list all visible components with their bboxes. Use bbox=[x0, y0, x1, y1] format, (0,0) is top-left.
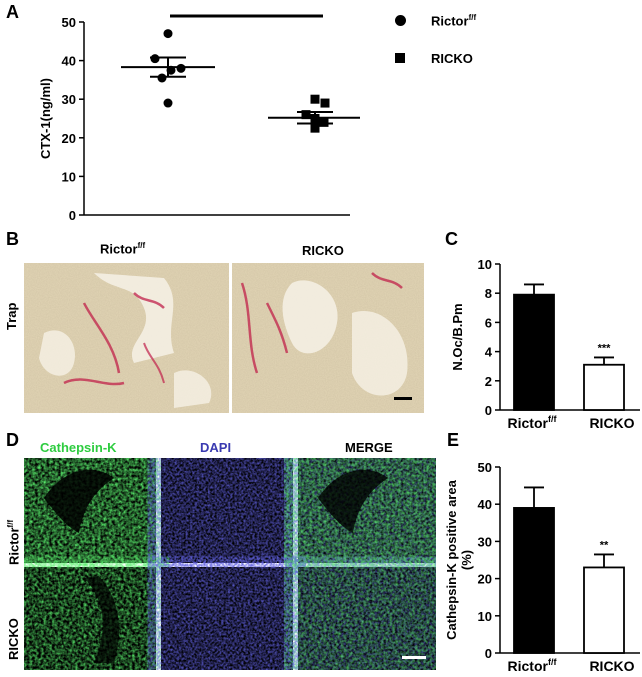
chart-a-y-label: CTX-1(ng/ml) bbox=[38, 78, 53, 159]
chart-c-y-tick-label: 4 bbox=[485, 345, 493, 360]
panel-d-row1-label: Rictorf/f bbox=[6, 519, 22, 565]
legend-label-rictor: Rictorf/f bbox=[431, 13, 477, 29]
chart-a-y-tick-label: 20 bbox=[62, 131, 76, 146]
panel-d-col1-title: Cathepsin-K bbox=[40, 440, 117, 455]
chart-e-y-label: Cathepsin-K positive area bbox=[444, 479, 459, 639]
chart-e-y-tick-label: 40 bbox=[478, 497, 492, 512]
chart-c: 0 2 4 6 8 10 N.Oc/B.Pm Rictorf/f *** RICKO bbox=[450, 257, 640, 431]
cathepsin-ricko-image bbox=[24, 567, 156, 670]
chart-a-y-tick-label: 10 bbox=[62, 169, 76, 184]
legend: Rictorf/f RICKO bbox=[395, 12, 625, 72]
chart-e-x-tick-label: RICKO bbox=[589, 658, 634, 674]
cathepsin-rictor-image bbox=[24, 458, 156, 563]
chart-a-point bbox=[310, 123, 320, 133]
chart-c-x-tick-label: Rictorf/f bbox=[508, 414, 558, 431]
panel-b-col2-title: RICKO bbox=[302, 243, 344, 258]
dapi-rictor-image bbox=[161, 458, 293, 563]
legend-square-icon bbox=[395, 53, 405, 63]
trap-image-rictor bbox=[24, 263, 229, 413]
legend-label-ricko: RICKO bbox=[431, 51, 473, 66]
chart-a-point bbox=[319, 117, 329, 127]
dapi-ricko-image bbox=[161, 567, 293, 670]
chart-c-significance: *** bbox=[598, 342, 612, 354]
trap-image-ricko bbox=[232, 263, 424, 413]
scale-bar bbox=[402, 656, 426, 659]
panel-d-row2-label: RICKO bbox=[6, 618, 21, 660]
merge-ricko-image bbox=[298, 567, 436, 670]
chart-a-point bbox=[176, 63, 186, 73]
panel-b-row-label: Trap bbox=[4, 302, 19, 330]
chart-e: 0 10 20 30 40 50 Cathepsin-K positive area (%) R… bbox=[444, 460, 640, 674]
chart-c-x-tick-label: RICKO bbox=[589, 415, 634, 431]
chart-a-point bbox=[320, 98, 330, 108]
panel-label-b: B bbox=[6, 229, 19, 249]
chart-e-y-label: (%) bbox=[459, 550, 474, 570]
chart-c-y-tick-label: 6 bbox=[485, 315, 492, 330]
chart-c-bar bbox=[583, 363, 625, 411]
chart-a-y-tick-label: 0 bbox=[69, 208, 76, 223]
chart-a-point bbox=[301, 110, 311, 120]
panel-d-col3-title: MERGE bbox=[345, 440, 393, 455]
chart-a-y-tick-label: 50 bbox=[62, 15, 76, 30]
chart-e-significance: ** bbox=[600, 539, 609, 551]
chart-a-significance: *** bbox=[238, 10, 252, 17]
chart-a-point bbox=[157, 73, 167, 83]
chart-e-bar bbox=[583, 566, 625, 654]
chart-c-y-tick-label: 10 bbox=[478, 257, 492, 272]
panel-label-a: A bbox=[6, 2, 19, 22]
legend-circle-icon bbox=[395, 15, 406, 26]
chart-a-y-tick-label: 30 bbox=[62, 92, 76, 107]
chart-a-point bbox=[163, 98, 173, 108]
chart-a-point bbox=[310, 94, 320, 104]
chart-e-y-tick-label: 30 bbox=[478, 534, 492, 549]
chart-c-y-label: N.Oc/B.Pm bbox=[450, 303, 465, 370]
chart-c-y-tick-label: 0 bbox=[485, 403, 492, 418]
panel-label-d: D bbox=[6, 430, 19, 450]
chart-c-y-tick-label: 2 bbox=[485, 374, 492, 389]
panel-label-c: C bbox=[445, 229, 458, 249]
chart-a-point bbox=[163, 29, 173, 39]
chart-a: 0 10 20 30 40 50 CTX-1(ng/ml) *** bbox=[38, 10, 360, 223]
chart-a-y-tick-label: 40 bbox=[62, 54, 76, 69]
chart-e-y-tick-label: 20 bbox=[478, 572, 492, 587]
chart-e-y-tick-label: 50 bbox=[478, 460, 492, 475]
panel-label-e: E bbox=[447, 430, 460, 450]
chart-e-bar bbox=[513, 507, 555, 654]
chart-e-y-tick-label: 0 bbox=[485, 646, 492, 661]
chart-e-x-tick-label: Rictorf/f bbox=[508, 657, 558, 674]
chart-e-y-tick-label: 10 bbox=[478, 609, 492, 624]
chart-c-y-tick-label: 8 bbox=[485, 286, 492, 301]
fluorescence-grid bbox=[24, 458, 436, 670]
merge-rictor-image bbox=[298, 458, 436, 563]
chart-c-bar bbox=[513, 293, 555, 411]
panel-b-col1-title: Rictorf/f bbox=[100, 241, 146, 257]
chart-a-point bbox=[150, 54, 160, 64]
panel-d-col2-title: DAPI bbox=[200, 440, 232, 455]
